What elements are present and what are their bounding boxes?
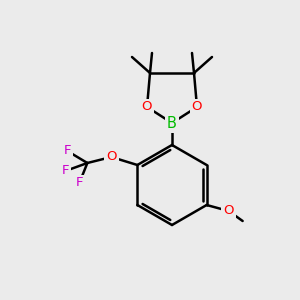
Text: F: F bbox=[76, 176, 83, 190]
Text: O: O bbox=[192, 100, 202, 113]
Text: O: O bbox=[142, 100, 152, 113]
Text: O: O bbox=[224, 205, 234, 218]
Text: O: O bbox=[106, 151, 117, 164]
Text: F: F bbox=[61, 164, 69, 178]
Text: F: F bbox=[64, 145, 71, 158]
Text: B: B bbox=[167, 116, 177, 130]
